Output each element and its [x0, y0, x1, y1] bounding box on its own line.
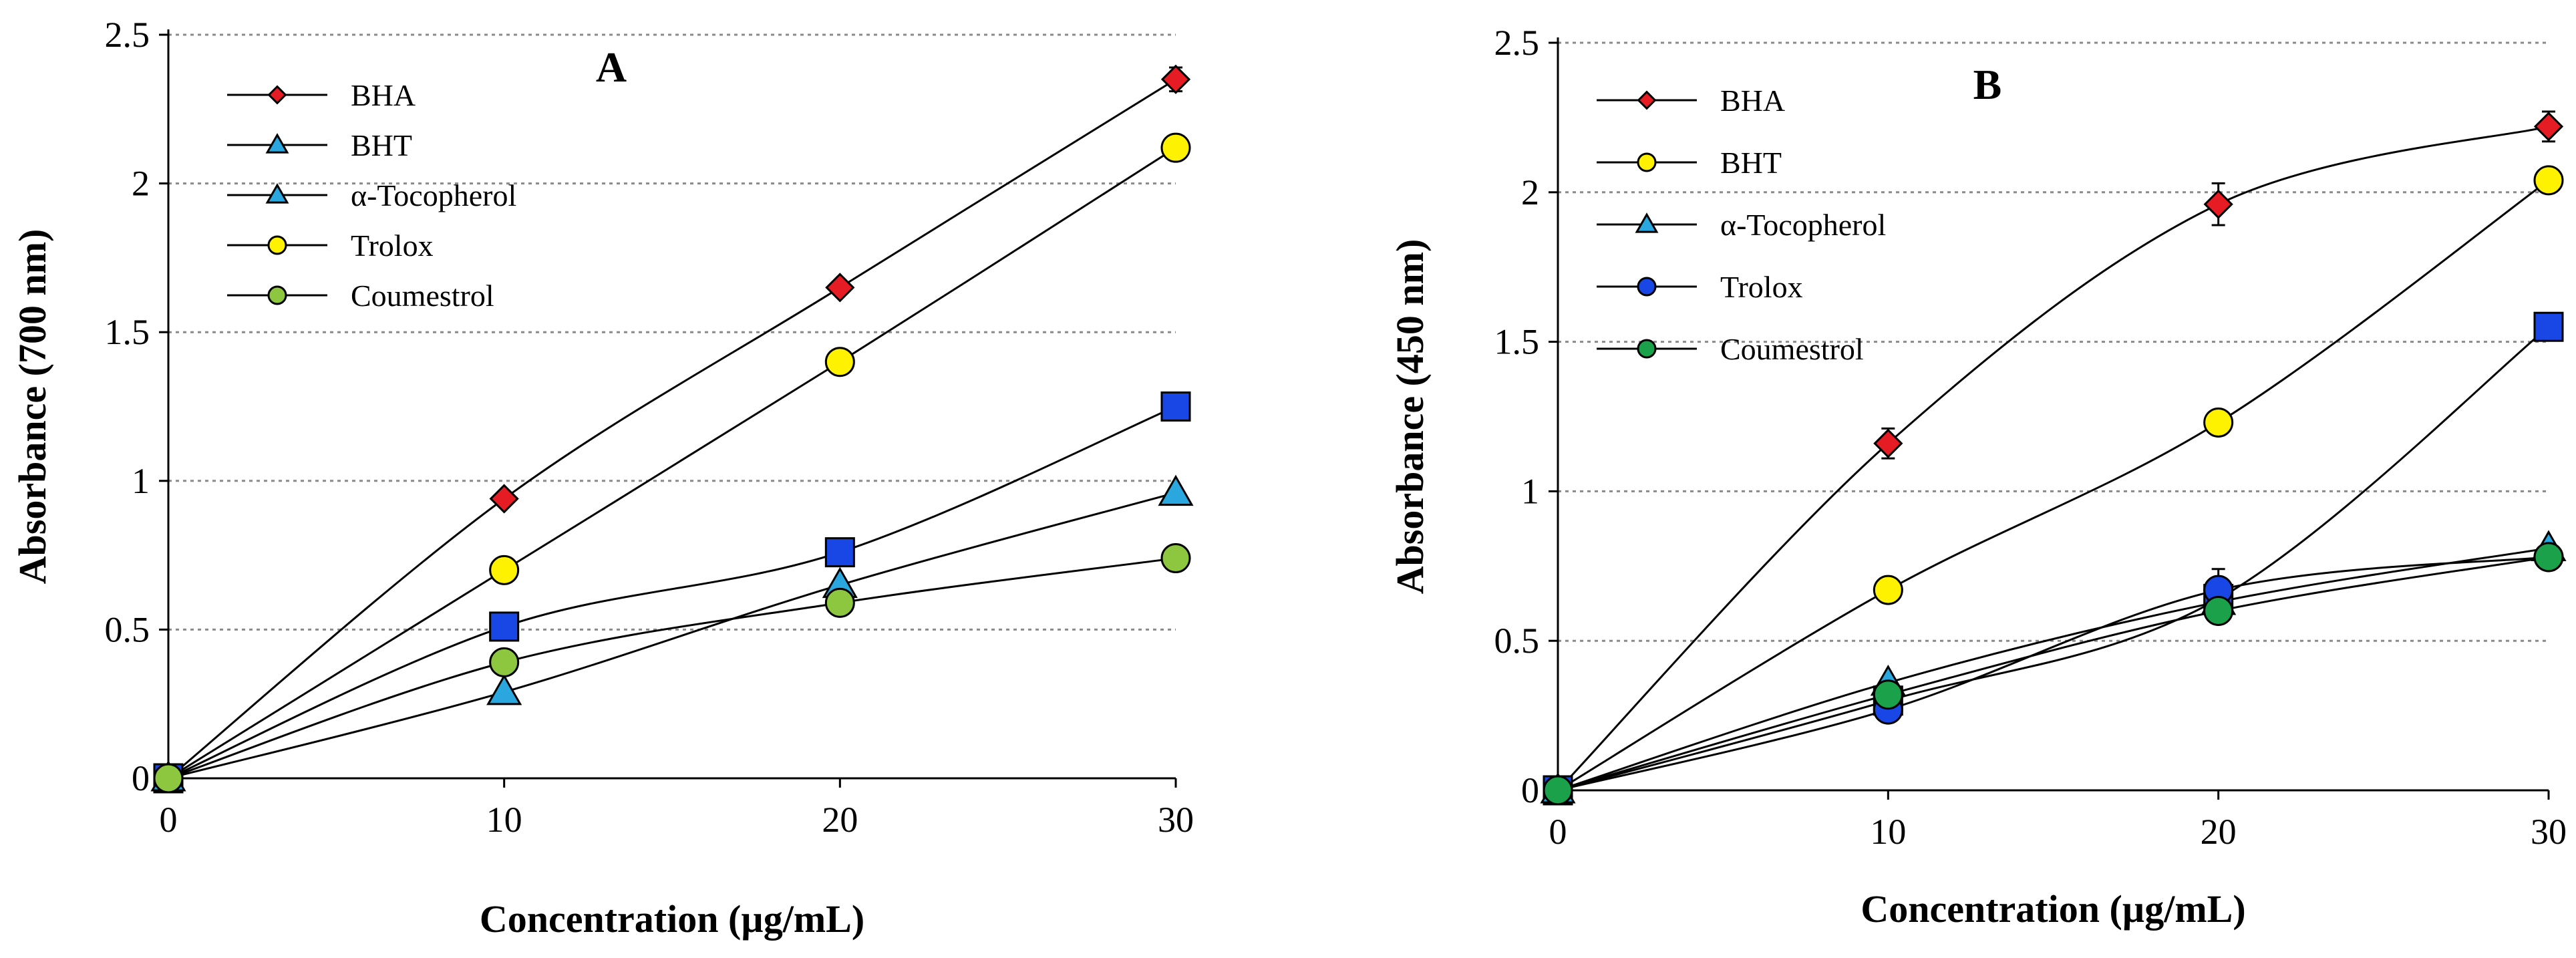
x-axis-title: Concentration (µg/mL)	[1861, 887, 2245, 931]
y-tick-label: 2	[132, 164, 150, 204]
x-tick-label: 0	[1549, 812, 1567, 852]
data-point-diamond	[2203, 189, 2233, 219]
legend-marker-circle	[1637, 152, 1657, 172]
y-axis-title: Absorbance (450 nm)	[1388, 239, 1432, 595]
data-point-circle	[489, 554, 520, 585]
y-tick-label: 0.5	[105, 609, 150, 649]
data-point-square	[489, 611, 520, 642]
x-tick-label: 0	[160, 800, 178, 840]
panel-label: A	[596, 43, 627, 91]
data-point-diamond	[2533, 112, 2564, 142]
data-point-triangle	[486, 673, 522, 705]
data-point-square	[824, 537, 855, 568]
y-tick-label: 2.5	[105, 15, 150, 55]
legend-marker-circle	[1637, 277, 1657, 297]
legend-label: BHT	[351, 128, 412, 162]
legend-label: BHA	[351, 78, 416, 112]
series-line-0	[1557, 125, 2549, 792]
y-tick-label: 2	[1521, 172, 1539, 212]
y-tick-label: 1.5	[105, 312, 150, 352]
x-tick-label: 20	[2201, 812, 2237, 852]
series-line-2	[1557, 326, 2549, 792]
data-point-diamond	[1873, 428, 1903, 458]
legend-label: Trolox	[1720, 270, 1803, 304]
y-tick-label: 1.5	[1494, 322, 1540, 362]
chart-b: 0 0.5 1 1.5 2 2.5 0 10 20 30 Concentration (µg/mL)…	[1388, 23, 2567, 931]
data-point-circle	[824, 587, 855, 618]
legend-label: Coumestrol	[1720, 332, 1864, 366]
x-tick-label: 30	[1158, 800, 1194, 840]
data-point-circle	[2533, 542, 2564, 573]
legend-marker-triangle	[265, 183, 289, 204]
data-point-circle	[2203, 595, 2234, 626]
data-point-circle	[824, 347, 855, 377]
data-point-circle	[1160, 132, 1191, 163]
series-line-1	[168, 146, 1176, 780]
series-line-5	[1557, 556, 2549, 792]
y-tick-label: 1	[1521, 471, 1539, 511]
data-point-circle	[2533, 165, 2564, 196]
data-point-square	[2533, 311, 2564, 342]
series-line-1	[1557, 179, 2549, 792]
series-line-3	[168, 492, 1176, 780]
data-point-diamond	[1160, 64, 1191, 94]
series-line-0	[168, 78, 1176, 780]
y-tick-label: 0	[132, 758, 150, 798]
x-tick-label: 10	[1870, 812, 1906, 852]
legend-marker-circle	[1637, 339, 1657, 359]
x-tick-label: 30	[2531, 812, 2567, 852]
y-tick-label: 2.5	[1494, 23, 1540, 63]
y-axis-title: Absorbance (700 nm)	[11, 229, 54, 585]
data-point-circle	[1543, 775, 1573, 806]
legend-label: α-Tocopherol	[1720, 208, 1886, 242]
legend-marker-circle	[267, 235, 287, 255]
y-tick-label: 1	[132, 461, 150, 501]
legend-marker-circle	[267, 285, 287, 305]
y-tick-label: 0.5	[1494, 621, 1540, 661]
data-point-circle	[2203, 407, 2234, 438]
legend-marker-triangle	[265, 133, 289, 154]
x-tick-label: 20	[822, 800, 858, 840]
legend-label: α-Tocopherol	[351, 178, 516, 212]
legend-label: BHT	[1720, 146, 1782, 180]
x-axis-title: Concentration (µg/mL)	[480, 897, 864, 941]
data-point-circle	[1160, 543, 1191, 574]
data-point-circle	[489, 647, 520, 677]
legend-label: BHA	[1720, 84, 1785, 118]
data-point-square	[1160, 391, 1191, 422]
panel-label: B	[1973, 61, 2002, 108]
series-line-4	[1557, 556, 2549, 792]
data-point-circle	[1873, 575, 1903, 605]
series-line-3	[1557, 546, 2549, 792]
legend-marker-diamond	[267, 85, 287, 105]
data-point-circle	[1873, 679, 1903, 710]
data-point-triangle	[1158, 474, 1194, 506]
legend: BHA BHT α-Tocopherol Trolox Coumestrol	[227, 78, 516, 313]
legend-marker-triangle	[1635, 212, 1659, 233]
series-line-2	[168, 406, 1176, 780]
data-point-diamond	[825, 273, 855, 303]
y-tick-label: 0	[1521, 770, 1539, 810]
series-line-4	[168, 557, 1176, 780]
legend-label: Coumestrol	[351, 279, 494, 313]
legend-marker-diamond	[1637, 90, 1657, 110]
chart-a: 0 0.5 1 1.5 2 2.5 0 10 20 30 Concentration (µg/mL)…	[11, 15, 1194, 941]
x-tick-label: 10	[486, 800, 522, 840]
data-point-diamond	[489, 484, 519, 514]
legend-label: Trolox	[351, 228, 434, 263]
data-point-circle	[153, 763, 184, 794]
legend: BHA BHT α-Tocopherol Trolox Coumestrol	[1597, 84, 1886, 366]
